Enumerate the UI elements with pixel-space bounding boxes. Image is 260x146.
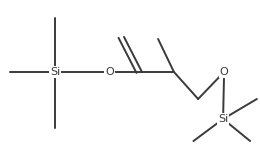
Text: Si: Si [50,67,60,77]
Text: O: O [106,67,114,77]
Text: O: O [220,67,229,77]
Text: Si: Si [218,114,228,124]
